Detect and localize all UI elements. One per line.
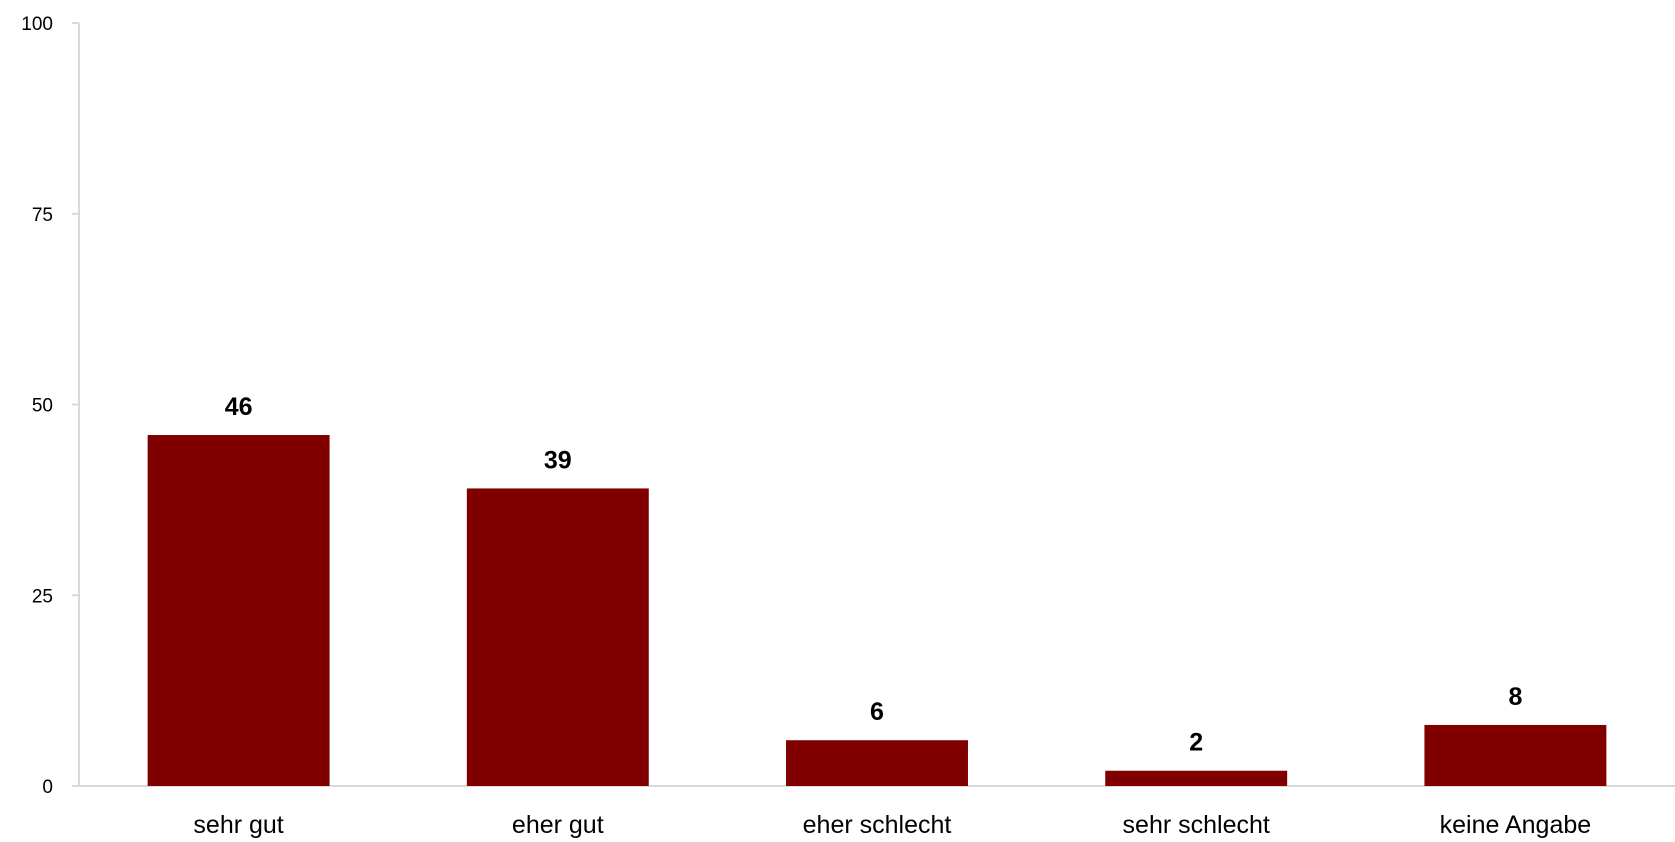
bar: [466, 488, 649, 786]
y-tick-label: 0: [42, 777, 53, 798]
x-axis: sehr gut eher gut eher schlecht sehr schlec…: [79, 785, 1675, 839]
x-category-label: sehr schlecht: [1123, 811, 1270, 839]
x-category-label: keine Angabe: [1440, 811, 1592, 839]
bar: [1424, 724, 1607, 786]
x-category-label: eher schlecht: [803, 811, 952, 839]
y-tick-label: 75: [32, 205, 53, 226]
y-tick-label: 50: [32, 396, 53, 417]
bar-value-label: 46: [225, 393, 253, 421]
y-tick-label: 100: [21, 14, 53, 35]
x-category-label: sehr gut: [193, 811, 283, 839]
bar: [1105, 770, 1288, 786]
bars-group: [147, 435, 1607, 786]
bar-value-label: 6: [870, 698, 884, 726]
y-tick-label: 25: [32, 586, 53, 607]
bar: [786, 740, 968, 786]
data-labels-group: 46 39 6 2 8: [225, 393, 1523, 757]
bar: [147, 435, 330, 786]
bar-value-label: 8: [1508, 683, 1522, 711]
y-axis: 0 25 50 75 100: [21, 14, 80, 798]
x-category-label: eher gut: [512, 811, 604, 839]
bar-value-label: 2: [1189, 729, 1203, 757]
bar-value-label: 39: [544, 446, 572, 474]
